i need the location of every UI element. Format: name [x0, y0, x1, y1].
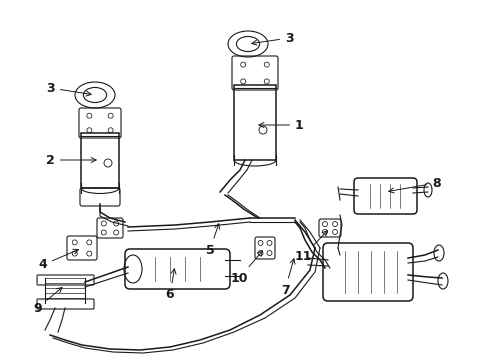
Text: 11: 11 [294, 231, 326, 262]
Text: 2: 2 [46, 153, 96, 166]
Text: 3: 3 [46, 81, 91, 96]
Text: 10: 10 [230, 251, 262, 284]
Text: 8: 8 [388, 176, 440, 193]
Text: 5: 5 [205, 224, 219, 257]
Bar [234, 85, 275, 160]
Text: 1: 1 [258, 118, 303, 131]
Text: 7: 7 [280, 259, 294, 297]
Text: 9: 9 [33, 288, 62, 315]
Text: 3: 3 [251, 32, 293, 45]
Bar [81, 133, 119, 188]
Text: 6: 6 [165, 269, 176, 302]
Text: 4: 4 [38, 249, 78, 271]
